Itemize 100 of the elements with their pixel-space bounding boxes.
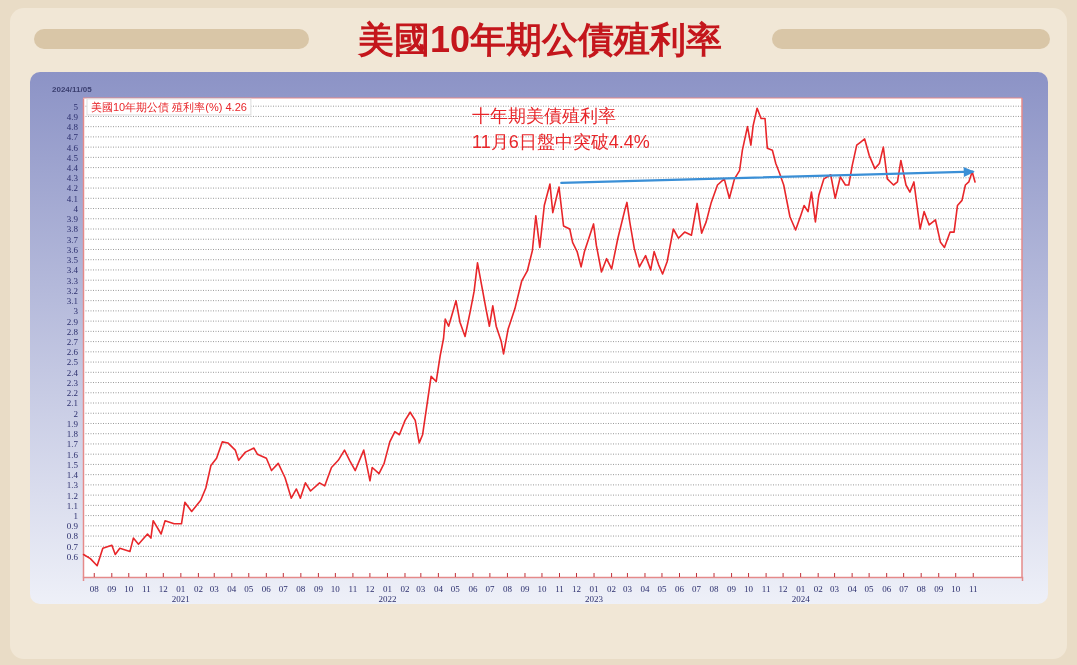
x-tick-label: 06 [261, 584, 272, 595]
y-tick-label: 4.6 [66, 142, 79, 153]
y-tick-label: 3.6 [66, 244, 79, 255]
y-tick-label: 2.3 [66, 377, 79, 388]
annotation: 十年期美債殖利率 [472, 106, 616, 126]
x-tick-label: 08 [916, 584, 927, 595]
x-tick-label: 08 [89, 584, 100, 595]
x-tick-label: 08 [296, 584, 306, 595]
y-tick-label: 4.3 [66, 173, 79, 184]
x-tick-label: 02 [193, 584, 203, 595]
x-tick-label: 03 [209, 584, 220, 595]
x-tick-label: 06 [675, 584, 685, 595]
y-tick-label: 3.7 [66, 234, 79, 245]
x-tick-label: 09 [934, 584, 944, 595]
y-tick-label: 3.8 [66, 224, 79, 235]
y-tick-label: 3 [73, 306, 79, 317]
y-tick-label: 1.4 [66, 470, 79, 481]
x-tick-label: 07 [899, 584, 909, 595]
y-tick-label: 2.7 [66, 336, 79, 347]
x-tick-label: 02 [400, 584, 410, 595]
x-tick-label: 11 [968, 584, 978, 595]
y-tick-label: 0.9 [66, 521, 79, 532]
y-tick-label: 2.2 [66, 388, 78, 399]
x-tick-label: 04 [433, 584, 444, 595]
y-tick-label: 2.4 [66, 367, 79, 378]
y-tick-label: 1.9 [66, 418, 79, 429]
x-tick-label: 03 [622, 584, 633, 595]
x-tick-label: 12 [365, 584, 375, 595]
x-tick-label: 01 2021 [171, 584, 190, 605]
text: 2024/11/05 [52, 85, 93, 94]
annotation: 11月6日盤中突破4.4% [472, 132, 650, 152]
y-tick-label: 3.9 [66, 214, 79, 225]
y-tick-label: 4.8 [66, 122, 79, 133]
x-tick-label: 08 [502, 584, 513, 595]
x-tick-label: 10 [951, 584, 961, 595]
x-tick-label: 08 [709, 584, 720, 595]
x-tick-label: 11 [555, 584, 564, 595]
x-tick-label: 01 2023 [585, 584, 604, 605]
x-tick-label: 12 [778, 584, 788, 595]
x-tick-label: 03 [830, 584, 840, 595]
x-tick-label: 09 [107, 584, 117, 595]
x-tick-label: 02 [813, 584, 823, 595]
y-tick-label: 3.4 [66, 265, 79, 276]
y-tick-label: 1.7 [66, 439, 79, 450]
x-tick-label: 10 [124, 584, 134, 595]
y-tick-label: 1.1 [66, 500, 78, 511]
y-tick-label: 2.8 [66, 326, 79, 337]
x-tick-label: 04 [847, 584, 858, 595]
x-tick-label: 10 [537, 584, 547, 595]
y-tick-label: 0.7 [66, 541, 79, 552]
x-tick-label: 04 [227, 584, 237, 595]
x-tick-label: 09 [520, 584, 530, 595]
y-tick-label: 1.8 [66, 429, 79, 440]
x-tick-label: 01 2024 [791, 584, 811, 605]
y-tick-label: 3.2 [66, 285, 78, 296]
y-tick-label: 1 [73, 510, 78, 521]
y-tick-label: 4.7 [66, 132, 79, 143]
y-tick-label: 4 [73, 203, 79, 214]
x-tick-label: 06 [468, 584, 478, 595]
x-tick-label: 09 [313, 584, 324, 595]
x-tick-label: 11 [141, 584, 151, 595]
y-tick-label: 2 [73, 408, 78, 419]
x-tick-label: 03 [416, 584, 426, 595]
x-tick-label: 05 [450, 584, 461, 595]
y-tick-label: 3.1 [66, 296, 78, 307]
x-tick-label: 01 2022 [378, 584, 397, 605]
y-tick-label: 0.8 [66, 531, 79, 542]
chart-title: 美國10年期公債殖利率 [356, 19, 723, 60]
x-tick-label: 11 [348, 584, 358, 595]
y-tick-label: 1.2 [66, 490, 78, 501]
x-tick-label: 12 [158, 584, 168, 595]
x-tick-label: 10 [744, 584, 754, 595]
y-tick-label: 3.5 [66, 255, 79, 266]
y-tick-label: 2.1 [66, 398, 78, 409]
y-tick-label: 1.6 [66, 449, 79, 460]
x-tick-label: 11 [761, 584, 771, 595]
x-tick-label: 05 [244, 584, 254, 595]
y-tick-label: 2.6 [66, 347, 79, 358]
x-tick-label: 04 [640, 584, 650, 595]
y-tick-label: 4.1 [66, 193, 78, 204]
y-tick-label: 1.5 [66, 459, 79, 470]
x-tick-label: 05 [864, 584, 875, 595]
x-tick-label: 06 [882, 584, 892, 595]
x-tick-label: 02 [607, 584, 617, 595]
x-tick-label: 10 [330, 584, 341, 595]
y-tick-label: 1.3 [66, 480, 79, 491]
x-tick-label: 05 [657, 584, 667, 595]
y-tick-label: 5 [73, 101, 79, 112]
y-tick-label: 4.4 [66, 162, 79, 173]
y-tick-label: 4.5 [66, 152, 79, 163]
x-tick-label: 07 [278, 584, 289, 595]
x-tick-label: 07 [485, 584, 495, 595]
y-tick-label: 4.9 [66, 111, 79, 122]
x-tick-label: 07 [691, 584, 702, 595]
y-tick-label: 2.5 [66, 357, 79, 368]
x-tick-label: 09 [727, 584, 737, 595]
y-tick-label: 3.3 [66, 275, 79, 286]
y-tick-label: 0.6 [66, 551, 79, 562]
y-tick-label: 4.2 [66, 183, 78, 194]
text: 美國10年期公債 殖利率(%) 4.26 [91, 100, 247, 113]
